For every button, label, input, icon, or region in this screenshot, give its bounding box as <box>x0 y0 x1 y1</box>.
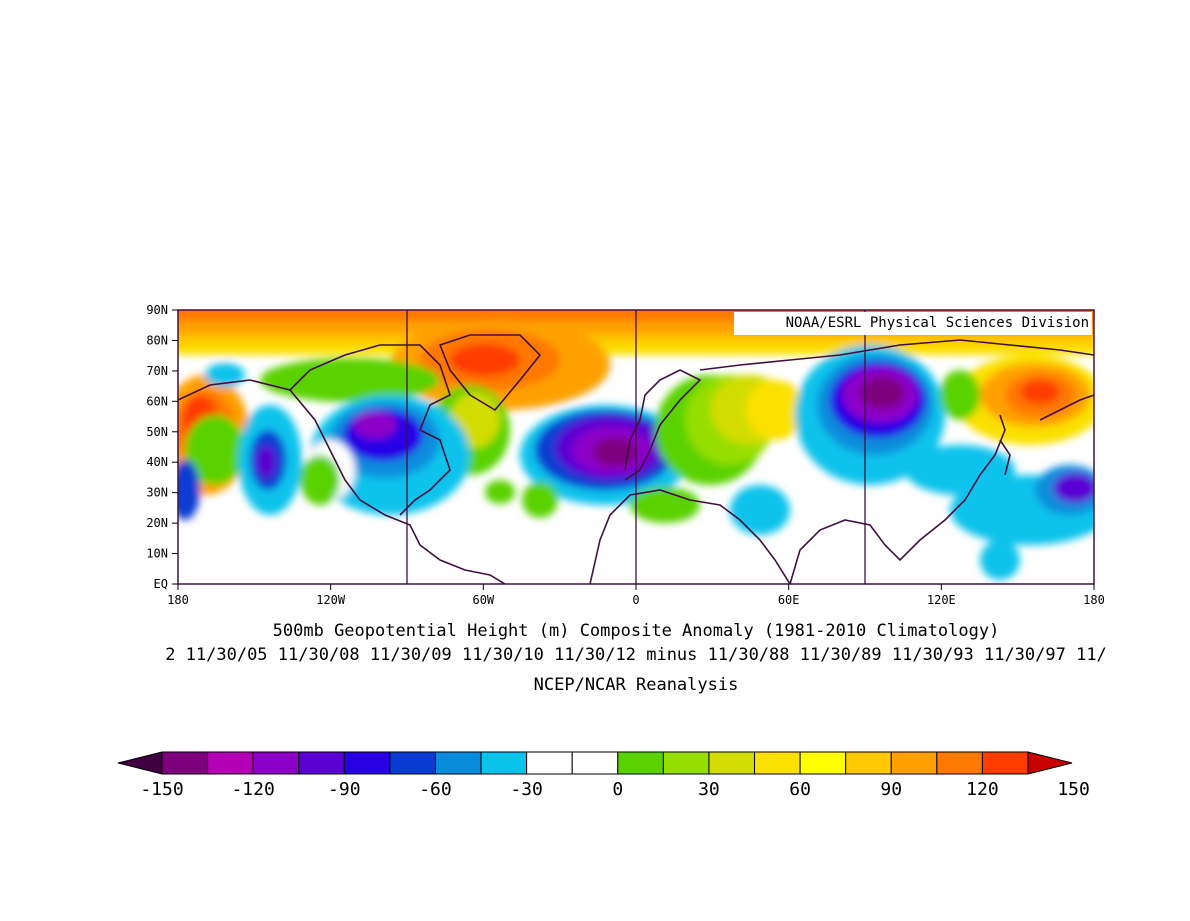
lon-label: 120E <box>927 593 956 607</box>
colorbar-swatch <box>662 751 710 775</box>
lon-label: 0 <box>632 593 639 607</box>
colorbar-label: -150 <box>140 779 183 800</box>
anomaly-map <box>178 310 1094 584</box>
title-line-1: 500mb Geopotential Height (m) Composite … <box>273 621 1000 641</box>
lon-label: 180 <box>1083 593 1105 607</box>
colorbar-swatch <box>252 751 300 775</box>
colorbar-label: 120 <box>966 779 999 800</box>
colorbar-swatch <box>207 751 254 775</box>
colorbar-swatch <box>343 751 391 775</box>
coastlines <box>178 334 1094 584</box>
lat-label: 90N <box>146 303 168 317</box>
colorbar-swatch <box>480 751 528 775</box>
longitude-axis: 180 120W 60W 0 60E 120E 180 <box>167 584 1105 607</box>
lat-label: 20N <box>146 516 168 530</box>
lat-label: EQ <box>154 577 168 591</box>
colorbar-swatch <box>845 751 892 775</box>
lat-label: 50N <box>146 425 168 439</box>
colorbar-swatch <box>161 751 209 775</box>
latitude-axis: 90N 80N 70N 60N 50N 40N 30N 20N 10N EQ <box>146 303 178 591</box>
colorbar-swatch <box>526 751 573 775</box>
lat-label: 40N <box>146 455 168 469</box>
lon-label: 120W <box>316 593 346 607</box>
lat-label: 80N <box>146 333 168 347</box>
lat-label: 10N <box>146 547 168 561</box>
title-line-2: 2 11/30/05 11/30/08 11/30/09 11/30/10 11… <box>165 645 1107 665</box>
colorbar-label: 60 <box>789 779 811 800</box>
colorbar-label: -30 <box>510 779 543 800</box>
lat-label: 60N <box>146 394 168 408</box>
credit-box: NOAA/ESRL Physical Sciences Division <box>734 312 1092 335</box>
credit-text: NOAA/ESRL Physical Sciences Division <box>786 315 1089 331</box>
lon-label: 60E <box>778 593 800 607</box>
colorbar-swatch <box>617 751 664 775</box>
colorbar-swatch <box>434 751 482 775</box>
colorbar-label: -90 <box>328 779 361 800</box>
lon-label: 60W <box>472 593 494 607</box>
colorbar-label: 0 <box>612 779 623 800</box>
lat-label: 30N <box>146 486 168 500</box>
colorbar-label: 90 <box>880 779 902 800</box>
colorbar-label: 30 <box>698 779 720 800</box>
lat-label: 70N <box>146 364 168 378</box>
colorbar-swatch <box>981 751 1029 775</box>
colorbar-label: -120 <box>231 779 274 800</box>
colorbar-swatch <box>298 751 345 775</box>
colorbar <box>117 751 1073 775</box>
title-line-3: NCEP/NCAR Reanalysis <box>534 675 739 695</box>
colorbar-label: 150 <box>1057 779 1090 800</box>
colorbar-swatch <box>890 751 938 775</box>
lon-label: 180 <box>167 593 189 607</box>
colorbar-swatch <box>754 751 801 775</box>
colorbar-swatch <box>571 751 619 775</box>
colorbar-left-arrow <box>117 751 163 775</box>
colorbar-swatch <box>799 751 847 775</box>
colorbar-swatch <box>936 751 983 775</box>
colorbar-right-arrow <box>1027 751 1073 775</box>
colorbar-swatch <box>708 751 756 775</box>
colorbar-labels: -150 -120 -90 -60 -30 0 30 60 90 120 150 <box>140 779 1090 800</box>
grid-lines <box>406 310 866 584</box>
colorbar-label: -60 <box>419 779 452 800</box>
colorbar-swatch <box>389 751 436 775</box>
